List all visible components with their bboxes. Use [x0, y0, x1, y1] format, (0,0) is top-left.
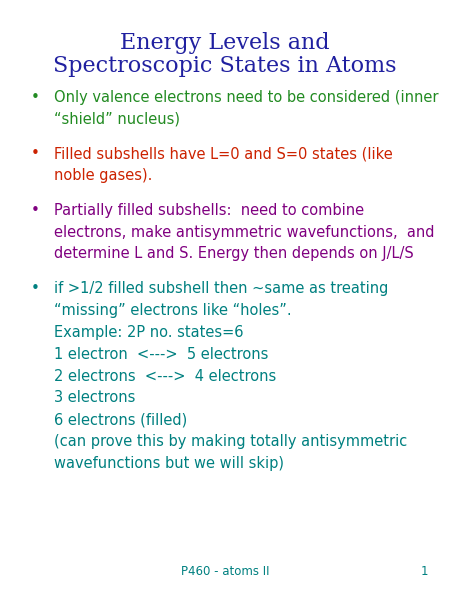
Text: •: • — [30, 90, 39, 105]
Text: 1: 1 — [421, 565, 428, 578]
Text: Partially filled subshells:  need to combine: Partially filled subshells: need to comb… — [54, 203, 364, 218]
Text: if >1/2 filled subshell then ~same as treating: if >1/2 filled subshell then ~same as tr… — [54, 281, 389, 296]
Text: Filled subshells have L=0 and S=0 states (like: Filled subshells have L=0 and S=0 states… — [54, 146, 393, 161]
Text: “missing” electrons like “holes”.: “missing” electrons like “holes”. — [54, 303, 292, 318]
Text: 2 electrons  <--->  4 electrons: 2 electrons <---> 4 electrons — [54, 368, 277, 383]
Text: Example: 2P no. states=6: Example: 2P no. states=6 — [54, 325, 244, 340]
Text: Only valence electrons need to be considered (inner: Only valence electrons need to be consid… — [54, 90, 439, 105]
Text: 3 electrons: 3 electrons — [54, 391, 136, 406]
Text: P460 - atoms II: P460 - atoms II — [181, 565, 269, 578]
Text: •: • — [30, 203, 39, 218]
Text: electrons, make antisymmetric wavefunctions,  and: electrons, make antisymmetric wavefuncti… — [54, 224, 435, 239]
Text: (can prove this by making totally antisymmetric: (can prove this by making totally antisy… — [54, 434, 408, 449]
Text: 1 electron  <--->  5 electrons: 1 electron <---> 5 electrons — [54, 347, 269, 362]
Text: Energy Levels and: Energy Levels and — [120, 32, 330, 54]
Text: wavefunctions but we will skip): wavefunctions but we will skip) — [54, 456, 284, 471]
Text: determine L and S. Energy then depends on J/L/S: determine L and S. Energy then depends o… — [54, 247, 414, 262]
Text: Spectroscopic States in Atoms: Spectroscopic States in Atoms — [53, 55, 397, 77]
Text: noble gases).: noble gases). — [54, 168, 153, 183]
Text: •: • — [30, 281, 39, 296]
Text: •: • — [30, 146, 39, 161]
Text: “shield” nucleus): “shield” nucleus) — [54, 112, 180, 127]
Text: 6 electrons (filled): 6 electrons (filled) — [54, 412, 188, 427]
